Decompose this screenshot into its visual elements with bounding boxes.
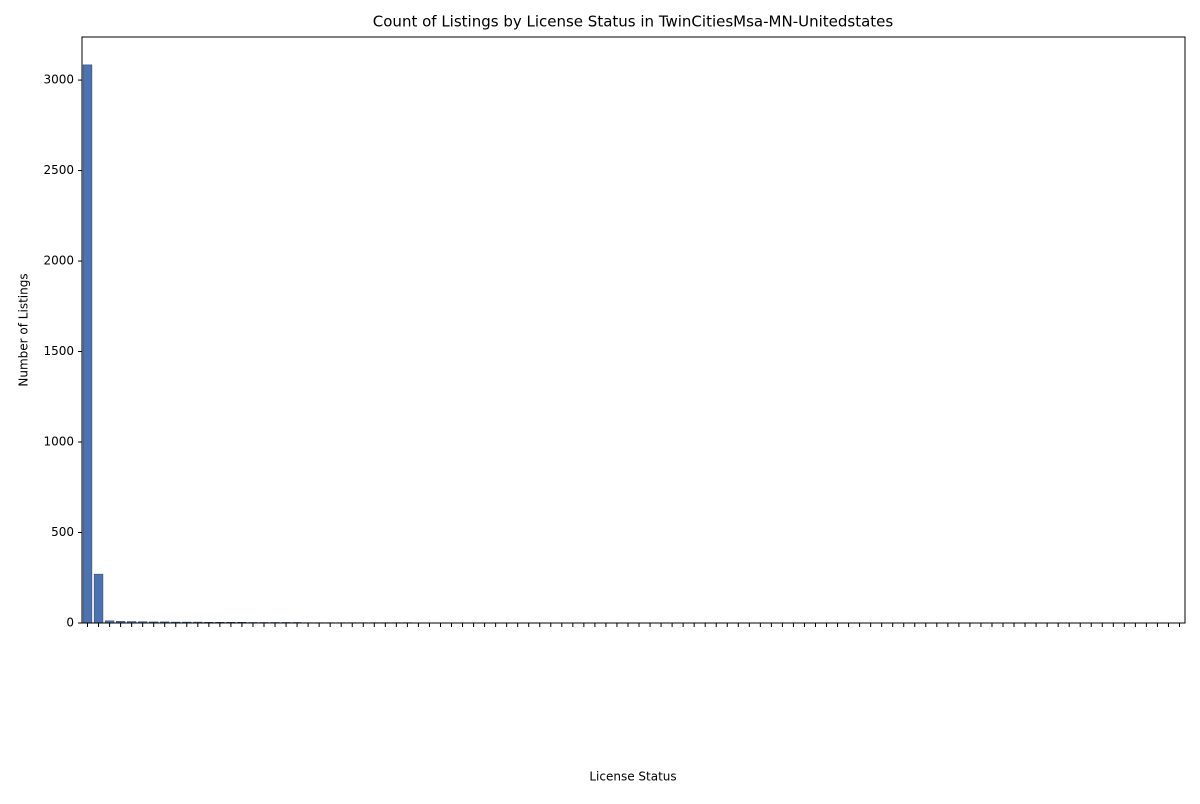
y-tick-label: 1000 bbox=[43, 435, 74, 449]
bar bbox=[94, 574, 103, 623]
y-tick-label: 500 bbox=[51, 525, 74, 539]
chart-title: Count of Listings by License Status in T… bbox=[373, 13, 894, 31]
y-tick-label: 0 bbox=[66, 616, 74, 630]
x-axis-label: License Status bbox=[589, 770, 676, 784]
bar bbox=[83, 65, 92, 623]
y-tick-label: 3000 bbox=[43, 73, 74, 87]
y-axis-label: Number of Listings bbox=[17, 273, 31, 386]
y-tick-label: 2000 bbox=[43, 254, 74, 268]
y-tick-label: 1500 bbox=[43, 344, 74, 358]
y-tick-label: 2500 bbox=[43, 163, 74, 177]
